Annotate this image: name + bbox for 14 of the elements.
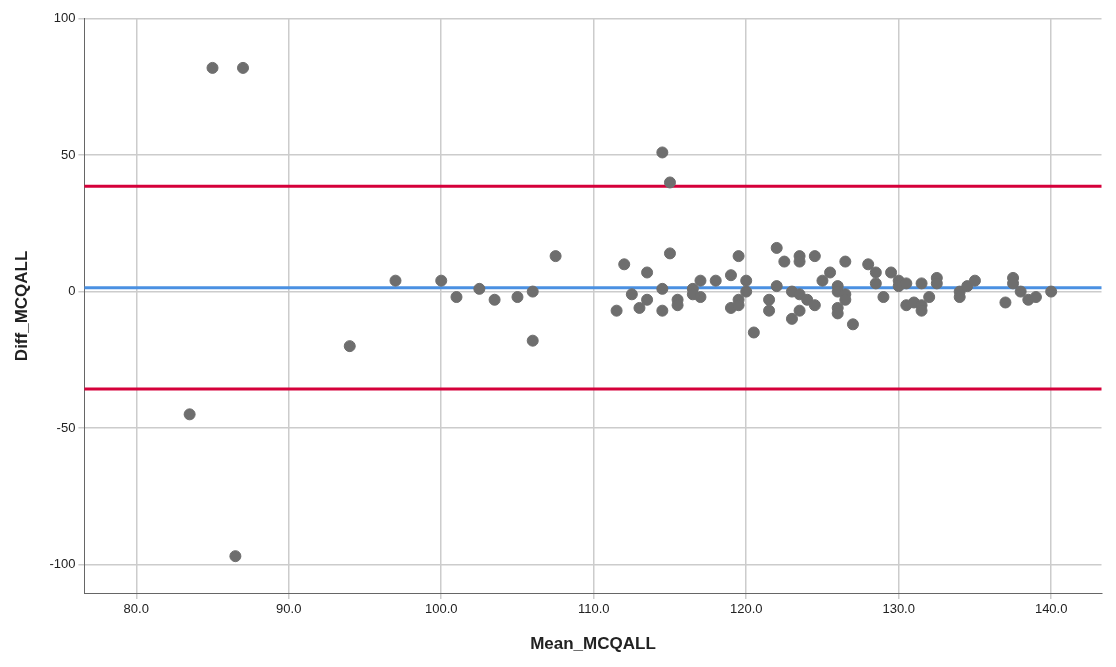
x-tick-label: 120.0 xyxy=(729,601,763,617)
x-tick-label: 140.0 xyxy=(1034,601,1068,617)
y-tick-label: 0 xyxy=(68,283,76,299)
y-tick-label: 100 xyxy=(53,10,76,26)
x-tick-label: 110.0 xyxy=(577,601,610,617)
x-tick-label: 100.0 xyxy=(424,601,458,617)
x-tick-label: 90.0 xyxy=(276,601,302,617)
y-tick-label: -50 xyxy=(56,419,76,435)
y-tick-label: 50 xyxy=(60,146,76,162)
x-axis-title: Mean_MCQALL xyxy=(530,634,656,654)
y-axis-title: Diff_MCQALL xyxy=(11,250,31,362)
x-tick-label: 80.0 xyxy=(123,601,149,617)
y-tick-label: -100 xyxy=(49,555,76,571)
x-tick-label: 130.0 xyxy=(882,601,915,617)
